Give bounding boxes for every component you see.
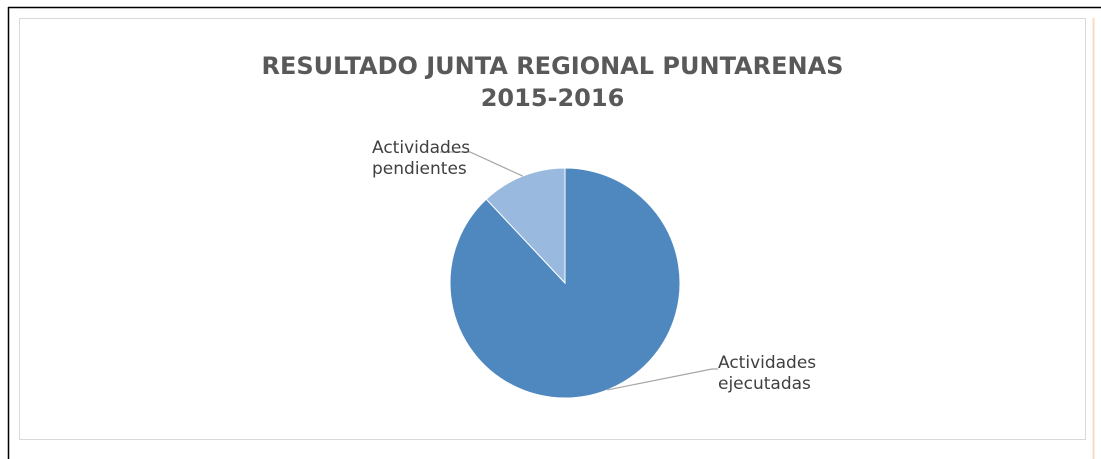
slice-label: Actividades pendientes [372, 138, 471, 179]
chart-title: RESULTADO JUNTA REGIONAL PUNTARENAS 2015… [261, 52, 844, 112]
pie-slice [485, 167, 566, 285]
chart-border [19, 18, 1086, 440]
leader-line [440, 151, 523, 177]
slice-label: Actividades ejecutadas [718, 353, 817, 394]
leader-line [607, 368, 718, 391]
